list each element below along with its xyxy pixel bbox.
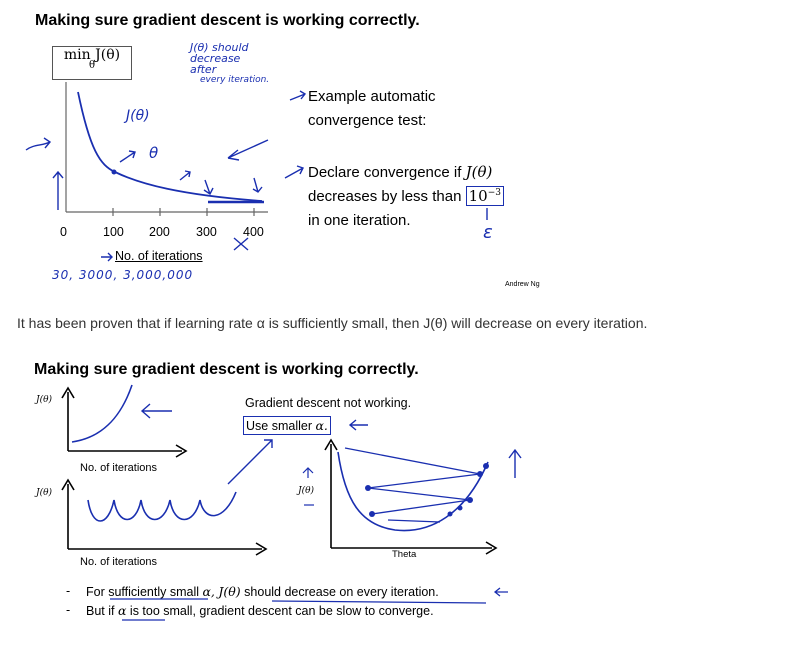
slide2-bowl-curve <box>337 451 489 532</box>
slide2-oscillating-curve <box>87 491 237 522</box>
slide1-hand-arrows <box>25 90 488 262</box>
bullet1-marker: - <box>66 584 71 598</box>
bottom-plot-xlabel: No. of iterations <box>80 556 158 568</box>
slide2-bottom-axes <box>61 478 268 556</box>
caption: It has been proven that if learning rate… <box>17 315 648 331</box>
x-tick-100: 100 <box>103 225 124 239</box>
slide1-cost-curve <box>77 91 263 202</box>
bullet-underlines <box>110 587 508 621</box>
x-tick-400: 400 <box>243 225 264 239</box>
slide2-title: Making sure gradient descent is working … <box>34 361 419 378</box>
one-iteration-line: in one iteration. <box>308 212 411 229</box>
up-arrow-icon <box>52 170 64 210</box>
bullet1: For sufficiently small α, J(θ) should de… <box>86 584 439 599</box>
note-arrow-icon <box>227 139 269 161</box>
top-plot-xlabel: No. of iterations <box>80 462 158 474</box>
bullet2: But if α is too small, gradient descent … <box>86 603 434 618</box>
right-plot-j-label: J(θ) <box>298 486 315 496</box>
top-plot-j-label: J(θ) <box>36 395 53 405</box>
declare-j: J(θ) <box>465 163 493 181</box>
slide2-link-arrow-icon <box>227 439 273 485</box>
slide2-step-points <box>365 463 489 517</box>
theta-label: Theta <box>392 549 417 560</box>
declare-line: Declare convergence if J(θ) <box>308 163 492 181</box>
slide2-overshoot-arrows <box>344 447 481 523</box>
x-tick-0: 0 <box>60 225 67 239</box>
hand-note: J(θ) should decrease after every iterati… <box>190 41 270 85</box>
threshold-box: 10−3 <box>465 186 504 206</box>
hand-epsilon: ε <box>483 222 493 243</box>
min-j-subscript: θ <box>88 60 96 71</box>
auto-test-line1: Example automatic <box>308 88 436 105</box>
slide1-curve-point <box>111 169 117 175</box>
credit: Andrew Ng <box>505 281 540 288</box>
x-tick-300: 300 <box>196 225 217 239</box>
cross-icon <box>233 237 249 251</box>
use-smaller-arrow-icon <box>348 419 368 431</box>
auto-test-line2: convergence test: <box>308 112 427 129</box>
declare-prefix: Declare convergence if <box>308 164 462 181</box>
slide2-top-axes <box>61 386 188 458</box>
bullet-arrow-icon <box>493 587 508 597</box>
x-axis-label: No. of iterations <box>115 249 203 263</box>
hand-j-theta: J(θ) <box>126 108 150 124</box>
x-tick-200: 200 <box>149 225 170 239</box>
slide2-diverging-curve <box>71 384 133 443</box>
use-smaller-alpha: α. <box>315 418 328 433</box>
slide2-top-arrow-icon <box>140 403 172 419</box>
use-smaller-box: Use smaller α. <box>243 416 331 435</box>
bottom-plot-j-label: J(θ) <box>36 488 53 498</box>
slide2-right-axes <box>324 438 498 555</box>
decrease-line: decreases by less than 10−3 <box>308 186 504 206</box>
not-working-text: Gradient descent not working. <box>245 396 412 410</box>
use-smaller-text: Use smaller <box>246 419 312 433</box>
hand-iteration-counts: 30, 3000, 3,000,000 <box>52 268 194 282</box>
hand-theta: θ <box>149 144 159 162</box>
min-j-label-box: min J(θ) θ <box>52 46 132 80</box>
min-j-label: min J(θ) <box>63 47 121 63</box>
bullet2-marker: - <box>66 603 71 617</box>
slide1-title: Making sure gradient descent is working … <box>35 12 420 29</box>
right-up-arrow-icon <box>508 448 522 478</box>
small-up-arrow-icon <box>302 467 314 478</box>
left-arrow-icon <box>25 137 52 151</box>
decrease-prefix: decreases by less than <box>308 188 462 205</box>
slide1-axes <box>65 82 268 216</box>
